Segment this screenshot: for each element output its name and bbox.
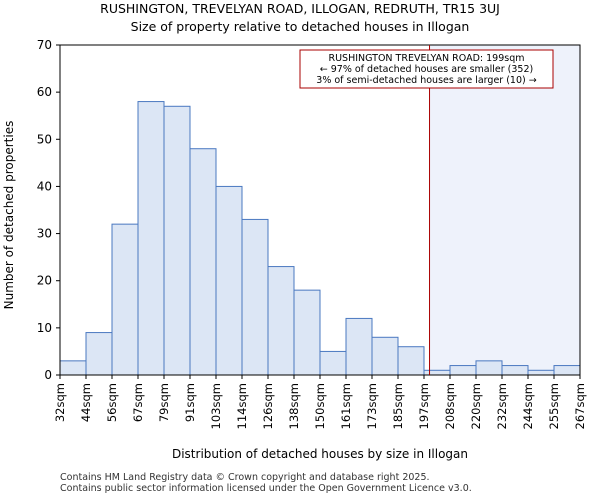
x-tick-label: 114sqm — [235, 383, 249, 429]
y-tick-label: 50 — [37, 132, 52, 146]
x-tick-label: 185sqm — [391, 383, 405, 429]
footer-line-2: Contains public sector information licen… — [60, 483, 472, 494]
x-tick-label: 220sqm — [469, 383, 483, 429]
histogram-bar — [241, 218, 269, 376]
y-tick-label: 0 — [44, 368, 52, 382]
x-tick-label: 255sqm — [547, 383, 561, 429]
x-tick-label: 32sqm — [53, 383, 67, 422]
x-tick-label: 161sqm — [339, 383, 353, 429]
chart-title: RUSHINGTON, TREVELYAN ROAD, ILLOGAN, RED… — [100, 1, 500, 16]
histogram-bar — [163, 105, 191, 376]
x-axis-label: Distribution of detached houses by size … — [172, 447, 468, 461]
y-tick-label: 60 — [37, 85, 52, 99]
histogram-bar — [319, 350, 347, 376]
footer-line-1: Contains HM Land Registry data © Crown c… — [60, 472, 430, 483]
annotation-line: RUSHINGTON TREVELYAN ROAD: 199sqm — [328, 53, 524, 64]
histogram-bar — [553, 365, 581, 376]
x-tick-label: 208sqm — [443, 383, 457, 429]
x-tick-label: 56sqm — [105, 383, 119, 422]
histogram-bar — [371, 336, 399, 376]
x-tick-label: 232sqm — [495, 383, 509, 429]
histogram-bar — [137, 101, 165, 376]
histogram-bar — [475, 360, 503, 376]
histogram-bar — [189, 148, 217, 376]
histogram-bar — [423, 369, 451, 376]
x-tick-label: 138sqm — [287, 383, 301, 429]
histogram-bar — [267, 266, 295, 376]
x-tick-label: 197sqm — [417, 383, 431, 429]
y-tick-label: 40 — [37, 179, 52, 193]
histogram-bar — [449, 365, 477, 376]
annotation-line: 3% of semi-detached houses are larger (1… — [316, 75, 536, 86]
x-tick-label: 244sqm — [521, 383, 535, 429]
histogram-bar — [397, 346, 425, 376]
x-tick-label: 267sqm — [573, 383, 587, 429]
histogram-bar — [345, 317, 373, 376]
x-tick-label: 44sqm — [79, 383, 93, 422]
x-tick-label: 103sqm — [209, 383, 223, 429]
x-tick-label: 79sqm — [157, 383, 171, 422]
histogram-bar — [215, 185, 243, 376]
x-tick-label: 173sqm — [365, 383, 379, 429]
histogram-bar — [501, 365, 529, 376]
chart-subtitle: Size of property relative to detached ho… — [130, 19, 470, 34]
histogram-bar — [293, 289, 321, 376]
x-tick-label: 150sqm — [313, 383, 327, 429]
histogram-bar — [111, 223, 139, 376]
histogram-bar — [85, 332, 113, 376]
y-tick-label: 30 — [37, 227, 52, 241]
y-tick-label: 10 — [37, 321, 52, 335]
highlight-region — [429, 45, 580, 375]
x-tick-label: 67sqm — [131, 383, 145, 422]
y-tick-label: 20 — [37, 274, 52, 288]
y-tick-label: 70 — [37, 38, 52, 52]
annotation-box — [299, 49, 554, 89]
x-tick-label: 126sqm — [261, 383, 275, 429]
y-axis-label: Number of detached properties — [2, 121, 16, 310]
histogram-bar — [59, 360, 87, 376]
x-tick-label: 91sqm — [183, 383, 197, 422]
annotation-line: ← 97% of detached houses are smaller (35… — [320, 64, 533, 75]
histogram-bar — [527, 369, 555, 376]
